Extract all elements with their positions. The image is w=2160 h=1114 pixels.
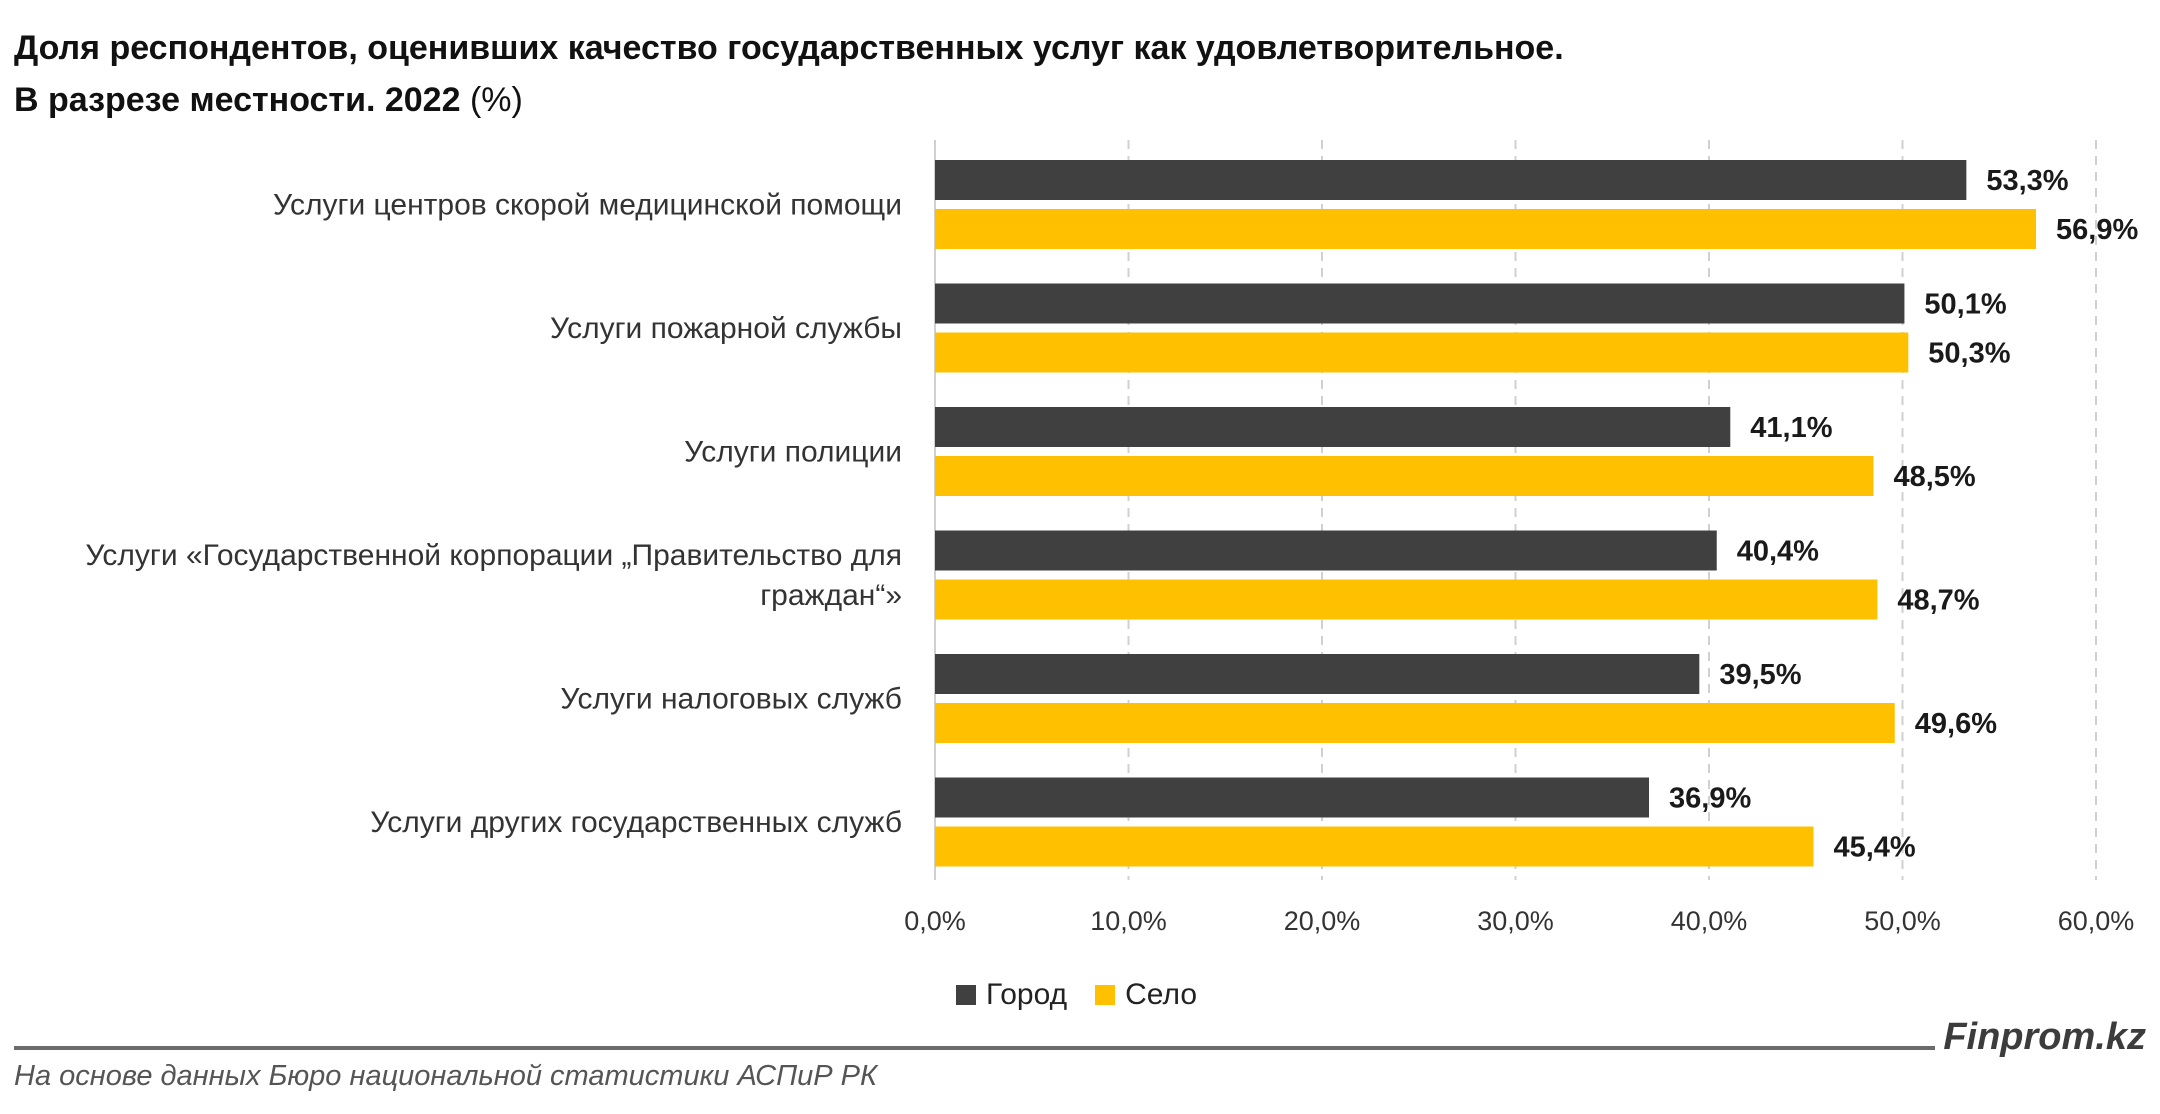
x-tick-label-0: 0,0% xyxy=(904,906,966,936)
category-label-3-line-0: Услуги «Государственной корпорации „Прав… xyxy=(85,539,902,572)
legend-label-city: Город xyxy=(986,978,1068,1011)
bar-city-1 xyxy=(935,283,1905,324)
legend-swatch-city xyxy=(956,985,976,1005)
value-label-city-3: 40,4% xyxy=(1737,536,1819,568)
category-label-0-line-0: Услуги центров скорой медицинской помощи xyxy=(273,189,902,222)
category-labels: Услуги центров скорой медицинской помощи… xyxy=(85,189,902,840)
category-label-3-line-1: граждан“» xyxy=(760,579,902,612)
bar-city-2 xyxy=(935,407,1731,447)
bars xyxy=(935,160,2037,867)
value-label-village-1: 50,3% xyxy=(1928,338,2010,370)
value-label-city-1: 50,1% xyxy=(1924,289,2006,321)
bar-village-5 xyxy=(935,826,1814,867)
chart-title-line2-text: В разрезе местности. 2022 xyxy=(14,81,461,119)
brand-logo: Finprom.kz xyxy=(1935,1016,2146,1059)
bar-city-0 xyxy=(935,160,1967,200)
value-label-village-4: 49,6% xyxy=(1915,708,1997,740)
bar-village-3 xyxy=(935,579,1878,620)
bar-city-3 xyxy=(935,530,1717,571)
category-label-2: Услуги полиции xyxy=(684,436,902,469)
value-label-city-5: 36,9% xyxy=(1669,783,1751,815)
value-label-city-2: 41,1% xyxy=(1750,412,1832,444)
legend: Город Село xyxy=(956,978,1197,1012)
bar-city-5 xyxy=(935,777,1650,818)
legend-swatch-village xyxy=(1095,985,1116,1005)
category-label-4-line-0: Услуги налоговых служб xyxy=(560,683,902,716)
category-label-4: Услуги налоговых служб xyxy=(560,683,902,716)
bar-village-1 xyxy=(935,332,1909,373)
value-labels: 53,3% 56,9% 50,1% 50,3% 41,1% 48,5% 40,4% 48,7%… xyxy=(1669,165,2138,864)
bar-village-2 xyxy=(935,456,1874,496)
x-tick-label-10: 10,0% xyxy=(1090,906,1167,936)
category-label-0: Услуги центров скорой медицинской помощи xyxy=(273,189,902,222)
category-label-5-line-0: Услуги других государственных служб xyxy=(370,806,902,839)
bar-chart: Услуги центров скорой медицинской помощи… xyxy=(85,140,2138,936)
x-tick-label-50: 50,0% xyxy=(1864,906,1941,936)
category-label-1-line-0: Услуги пожарной службы xyxy=(550,312,902,345)
value-label-city-0: 53,3% xyxy=(1986,165,2068,197)
source-note: На основе данных Бюро национальной стати… xyxy=(14,1060,878,1092)
chart-title: Доля респондентов, оценивших качество го… xyxy=(14,22,1564,126)
chart-title-line2: В разрезе местности. 2022 (%) xyxy=(14,74,1564,126)
legend-item-village: Село xyxy=(1095,978,1197,1012)
chart-title-unit: (%) xyxy=(469,81,523,119)
category-label-1: Услуги пожарной службы xyxy=(550,312,902,345)
category-label-3: Услуги «Государственной корпорации „Прав… xyxy=(85,539,902,612)
chart-title-line1: Доля респондентов, оценивших качество го… xyxy=(14,29,1564,67)
bar-village-4 xyxy=(935,703,1895,743)
category-label-2-line-0: Услуги полиции xyxy=(684,436,902,469)
footer-divider xyxy=(14,1046,1949,1050)
category-label-5: Услуги других государственных служб xyxy=(370,806,902,839)
bar-village-0 xyxy=(935,209,2037,249)
legend-label-village: Село xyxy=(1125,978,1198,1011)
x-tick-label-30: 30,0% xyxy=(1477,906,1554,936)
value-label-village-0: 56,9% xyxy=(2056,214,2138,246)
value-label-city-4: 39,5% xyxy=(1719,659,1801,691)
value-label-village-3: 48,7% xyxy=(1897,585,1979,617)
bar-city-4 xyxy=(935,654,1700,694)
x-tick-label-40: 40,0% xyxy=(1671,906,1748,936)
x-axis-tick-labels: 0,0% 10,0% 20,0% 30,0% 40,0% 50,0% 60,0% xyxy=(904,906,2134,936)
value-label-village-2: 48,5% xyxy=(1893,461,1975,493)
legend-item-city: Город xyxy=(956,978,1067,1012)
grid-lines xyxy=(934,140,2097,880)
x-tick-label-60: 60,0% xyxy=(2058,906,2135,936)
x-tick-label-20: 20,0% xyxy=(1284,906,1361,936)
value-label-village-5: 45,4% xyxy=(1833,832,1915,864)
